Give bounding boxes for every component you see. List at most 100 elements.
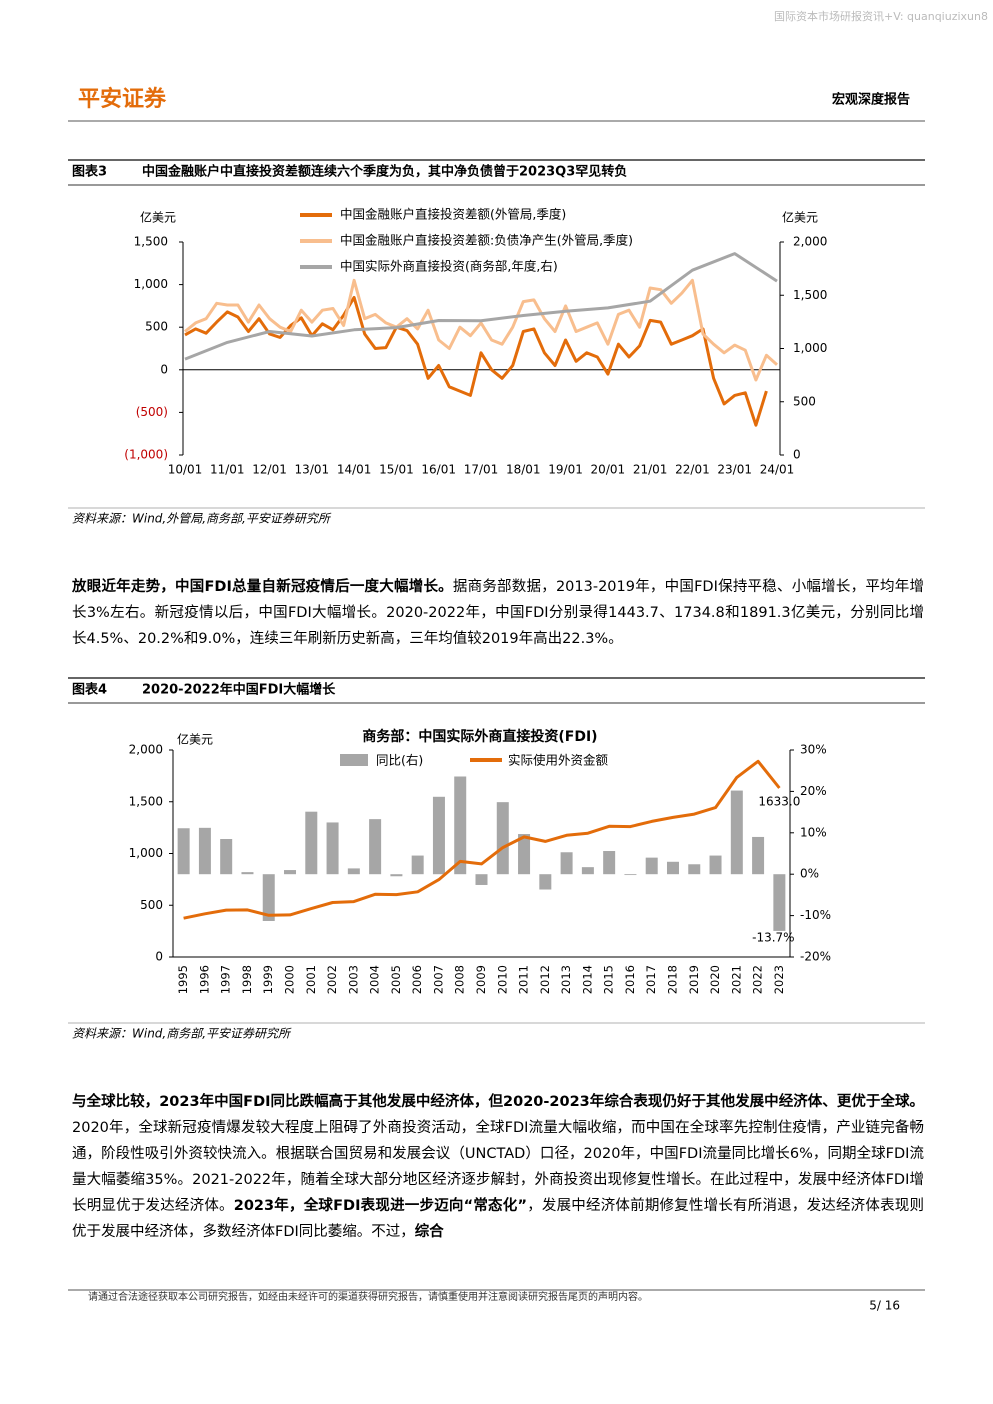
- x-tick-label: 15/01: [379, 463, 414, 477]
- chart-title: 商务部：中国实际外商直接投资(FDI): [362, 728, 597, 745]
- text-run: 据商务部数据，2013-2019年，中国FDI保持平稳、小幅增长，平均年增长3%…: [72, 579, 924, 647]
- bar: [432, 796, 445, 875]
- figure-caption: 中国金融账户中直接投资差额连续六个季度为负，其中净负债曾于2023Q3罕见转负: [142, 164, 627, 180]
- x-tick-label: 2013: [559, 965, 573, 994]
- source: 资料来源：Wind,商务部,平安证券研究所: [72, 1027, 292, 1041]
- paragraph: 与全球比较，2023年中国FDI同比跌幅高于其他发展中经济体，但2020-202…: [72, 1089, 924, 1245]
- bar: [198, 827, 211, 875]
- x-tick-label: 2019: [687, 965, 701, 994]
- legend-label: 实际使用外资金额: [508, 753, 609, 768]
- y2-tick-label: 500: [793, 394, 816, 408]
- bar: [475, 874, 488, 885]
- figure-label: 图表4: [72, 682, 107, 698]
- bar: [730, 790, 743, 875]
- legend-swatch: [340, 754, 368, 766]
- x-tick-label: 2021: [729, 965, 743, 994]
- bar: [539, 874, 552, 890]
- text-run: 2020年，全球新冠疫情爆发较大程度上阻碍了外商投资活动，全球FDI流量大幅收缩…: [72, 1120, 924, 1214]
- x-tick-label: 11/01: [210, 463, 245, 477]
- bar: [603, 851, 616, 875]
- bar: [411, 855, 424, 875]
- x-tick-label: 24/01: [760, 463, 795, 477]
- y-tick-label: 2,000: [129, 743, 163, 757]
- y-tick-label: 0: [160, 362, 168, 376]
- series-line: [184, 278, 778, 382]
- series-line: [184, 295, 768, 427]
- x-tick-label: 2006: [410, 965, 424, 994]
- y2-tick-label: 0: [793, 448, 801, 462]
- bar: [305, 811, 318, 875]
- x-tick-label: 1996: [197, 965, 211, 994]
- x-tick-label: 14/01: [337, 463, 372, 477]
- x-tick-label: 18/01: [506, 463, 541, 477]
- bar: [773, 874, 786, 931]
- x-tick-label: 2002: [325, 965, 339, 994]
- bar: [326, 822, 339, 875]
- x-tick-label: 17/01: [464, 463, 499, 477]
- y2-tick-label: 30%: [800, 743, 827, 757]
- text-run: 2023年，全球FDI表现进一步迈向“常态化”: [233, 1198, 527, 1214]
- x-tick-label: 2014: [580, 965, 594, 994]
- x-tick-label: 2001: [304, 965, 318, 994]
- x-tick-label: 2016: [623, 965, 637, 994]
- series-line: [184, 252, 778, 361]
- disclaimer: 请通过合法途径获取本公司研究报告，如经由未经许可的渠道获得研究报告，请慎重使用并…: [88, 1290, 648, 1303]
- x-tick-label: 2005: [389, 965, 403, 994]
- y-tick-label: 500: [140, 898, 163, 912]
- x-tick-label: 1998: [240, 965, 254, 994]
- text-run: 与全球比较，2023年中国FDI同比跌幅高于其他发展中经济体，但2020-202…: [72, 1094, 924, 1110]
- bar: [624, 874, 637, 876]
- x-tick-label: 2015: [602, 965, 616, 994]
- x-tick-label: 2011: [517, 965, 531, 994]
- y-tick-label: 0: [155, 950, 163, 964]
- y-tick-label: (1,000): [124, 448, 168, 462]
- bar: [752, 836, 765, 875]
- legend-label: 中国实际外商直接投资(商务部,年度,右): [340, 259, 558, 274]
- y2-tick-label: 20%: [800, 784, 827, 798]
- text-run: 放眼近年走势，中国FDI总量自新冠疫情后一度大幅增长。: [72, 579, 453, 595]
- x-tick-label: 2020: [708, 965, 722, 994]
- x-tick-label: 2018: [665, 965, 679, 994]
- y2-tick-label: 0%: [800, 867, 819, 881]
- bar: [496, 802, 509, 875]
- data-label: 1633.0: [758, 794, 800, 808]
- y2-axis-label: 亿美元: [782, 210, 818, 225]
- bar: [347, 868, 360, 875]
- bar: [454, 776, 467, 875]
- bar: [688, 864, 701, 875]
- y-tick-label: (500): [136, 405, 168, 419]
- x-tick-label: 2000: [283, 965, 297, 994]
- x-tick-label: 23/01: [717, 463, 752, 477]
- bar: [262, 874, 275, 921]
- figure-caption: 2020-2022年中国FDI大幅增长: [142, 682, 336, 698]
- x-tick-label: 1997: [219, 965, 233, 994]
- series-line: [183, 759, 781, 920]
- legend-label: 同比(右): [376, 753, 423, 768]
- x-tick-label: 2007: [431, 965, 445, 994]
- text-run: ，发展中经济体前期修复性增长有所消退，发达经济体表现则优于发展中经济体，多数经济…: [72, 1198, 924, 1240]
- bar: [560, 852, 573, 875]
- bar: [177, 828, 190, 875]
- y2-tick-label: 1,000: [793, 341, 827, 355]
- x-tick-label: 19/01: [548, 463, 583, 477]
- x-tick-label: 21/01: [633, 463, 668, 477]
- y-tick-label: 1,500: [134, 235, 168, 249]
- bar: [518, 834, 531, 875]
- report-type: 宏观深度报告: [832, 92, 910, 108]
- x-tick-label: 2003: [346, 965, 360, 994]
- y2-tick-label: -10%: [800, 908, 831, 922]
- x-tick-label: 2008: [453, 965, 467, 994]
- y2-tick-label: 2,000: [793, 235, 827, 249]
- y2-tick-label: 1,500: [793, 288, 827, 302]
- x-tick-label: 13/01: [295, 463, 330, 477]
- legend-label: 中国金融账户直接投资差额(外管局,季度): [340, 207, 566, 222]
- x-tick-label: 2010: [495, 965, 509, 994]
- x-tick-label: 22/01: [675, 463, 710, 477]
- bar: [666, 861, 679, 875]
- bar: [581, 867, 594, 875]
- bar: [645, 857, 658, 875]
- bar: [390, 874, 403, 877]
- page-number: 5/ 16: [869, 1299, 900, 1313]
- x-tick-label: 16/01: [421, 463, 456, 477]
- x-tick-label: 10/01: [168, 463, 203, 477]
